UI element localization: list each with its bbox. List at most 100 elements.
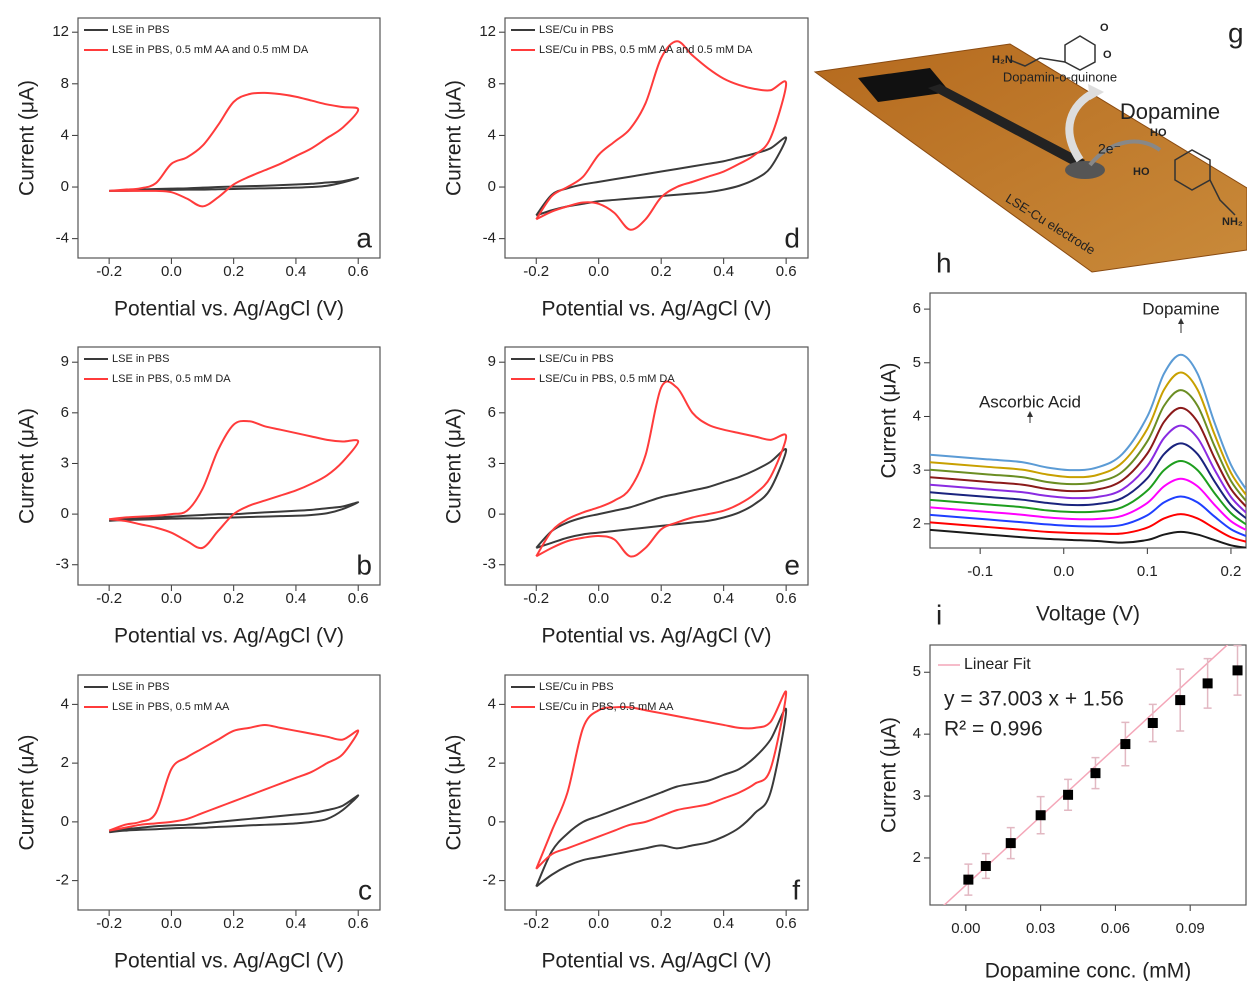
curve	[109, 419, 360, 550]
annotation: R² = 0.996	[944, 718, 1043, 741]
x-tick-label: 0.2	[223, 590, 244, 607]
panel: -0.2 0.0 0.2 0.4 0.6 -2 0 2 4 Potential vs. Ag/Ag…	[16, 674, 381, 973]
x-axis-label: Potential vs. Ag/AgCl (V)	[114, 950, 344, 973]
x-tick-label: 0.6	[348, 590, 369, 607]
reactant-label: Dopamine	[1120, 99, 1220, 124]
y-tick-label: 8	[488, 75, 496, 92]
x-tick-label: 0.6	[776, 263, 797, 280]
y-tick-label: 0	[61, 505, 69, 522]
data-point	[1202, 678, 1213, 689]
reduction-arrow	[1088, 139, 1162, 167]
x-axis-label: Potential vs. Ag/AgCl (V)	[542, 625, 772, 648]
panel: -0.2 0.0 0.2 0.4 0.6 -3 0 3 6 9 Potential vs. Ag/A…	[443, 346, 809, 648]
x-tick-label: 0.4	[713, 263, 734, 280]
panel-letter: e	[784, 549, 800, 580]
annotation: y = 37.003 x + 1.56	[944, 688, 1124, 711]
x-axis-label: Potential vs. Ag/AgCl (V)	[114, 298, 344, 321]
y-tick-label: 0	[61, 178, 69, 195]
curve	[930, 353, 1246, 491]
y-tick-label: 3	[913, 461, 921, 478]
x-tick-label: 0.1	[1137, 563, 1158, 580]
x-tick-label: 0.2	[651, 263, 672, 280]
panel: -0.2 0.0 0.2 0.4 0.6 -4 0 4 8 12 Potential vs. Ag/…	[16, 17, 381, 321]
y-tick-label: 4	[913, 725, 921, 742]
y-tick-label: 0	[488, 813, 496, 830]
x-tick-label: 0.00	[951, 920, 980, 937]
data-point	[1175, 695, 1186, 706]
legend-label: LSE in PBS, 0.5 mM DA	[112, 373, 231, 385]
quinone-ring	[1064, 35, 1096, 71]
x-tick-label: 0.6	[776, 915, 797, 932]
contact-pad	[858, 68, 950, 102]
x-tick-label: 0.0	[161, 263, 182, 280]
curve	[930, 424, 1246, 514]
curve	[930, 495, 1246, 538]
x-tick-label: 0.2	[651, 915, 672, 932]
electrode-board	[813, 43, 1247, 273]
y-tick-label: 4	[61, 695, 69, 712]
legend-label: Linear Fit	[964, 656, 1031, 673]
panel-letter: b	[356, 549, 372, 580]
panel: -0.2 0.0 0.2 0.4 0.6 -4 0 4 8 12 Potential vs. Ag/…	[443, 17, 809, 321]
y-axis-label: Current (μA)	[16, 408, 39, 524]
y-axis-label: Current (μA)	[16, 80, 39, 196]
data-point	[963, 874, 974, 885]
y-tick-label: 12	[479, 23, 496, 40]
curve	[109, 501, 360, 522]
y-tick-label: 2	[913, 515, 921, 532]
x-tick-label: 0.4	[713, 590, 734, 607]
group-label: HO	[1133, 166, 1150, 178]
legend-label: LSE in PBS	[112, 353, 169, 365]
y-axis-label: Current (μA)	[16, 735, 39, 851]
data-point	[1120, 739, 1131, 750]
x-tick-label: 0.2	[223, 915, 244, 932]
y-tick-label: 9	[61, 353, 69, 370]
curve	[535, 707, 788, 888]
legend-label: LSE in PBS, 0.5 mM AA	[112, 701, 230, 713]
illustration: g Dopamin-o-quinone Dopamine 2e⁻ LSE-Cu …	[813, 17, 1247, 273]
y-axis-label: Current (μA)	[443, 80, 466, 196]
x-tick-label: 0.2	[223, 263, 244, 280]
y-tick-label: 4	[488, 126, 496, 143]
y-tick-label: -3	[56, 556, 69, 573]
y-tick-label: 6	[61, 404, 69, 421]
plot-frame	[504, 674, 809, 911]
annotation: Dopamine	[1142, 299, 1220, 318]
data-point	[1063, 789, 1074, 800]
side-chain	[1009, 57, 1066, 67]
x-axis-label: Potential vs. Ag/AgCl (V)	[114, 625, 344, 648]
data-point	[1090, 768, 1101, 779]
x-axis-label: Dopamine conc. (mM)	[985, 960, 1192, 981]
panel-letter: g	[1228, 17, 1244, 48]
y-tick-label: 6	[913, 300, 921, 317]
curve	[109, 91, 360, 208]
panel-letter: i	[936, 599, 942, 630]
data-point	[980, 861, 991, 871]
arrow-head	[1178, 318, 1184, 324]
data-point	[1232, 665, 1243, 676]
y-tick-label: 5	[913, 663, 921, 680]
group-label: HO	[1150, 127, 1167, 139]
y-axis-label: Current (μA)	[443, 735, 466, 851]
group-label: H₂N	[992, 54, 1013, 66]
x-tick-label: 0.0	[588, 263, 609, 280]
working-electrode	[1065, 161, 1105, 179]
y-tick-label: 4	[61, 126, 69, 143]
plot-frame	[77, 674, 381, 911]
plot-frame	[77, 17, 381, 259]
panel: 0.00 0.03 0.06 0.09 2 3 4 5 Dopamine conc. (mM) C…	[878, 599, 1247, 981]
x-tick-label: 0.4	[286, 590, 307, 607]
y-tick-label: 6	[488, 404, 496, 421]
data-point	[1005, 838, 1016, 849]
y-tick-label: -3	[483, 556, 496, 573]
y-tick-label: 0	[488, 178, 496, 195]
panel-letter: d	[784, 222, 800, 253]
panel-letter: h	[936, 247, 952, 278]
arrow-head	[1027, 411, 1033, 417]
x-tick-label: 0.4	[713, 915, 734, 932]
electron-label: 2e⁻	[1098, 141, 1121, 157]
x-tick-label: 0.4	[286, 263, 307, 280]
plot-frame	[504, 346, 809, 586]
plot-frame	[929, 292, 1247, 549]
